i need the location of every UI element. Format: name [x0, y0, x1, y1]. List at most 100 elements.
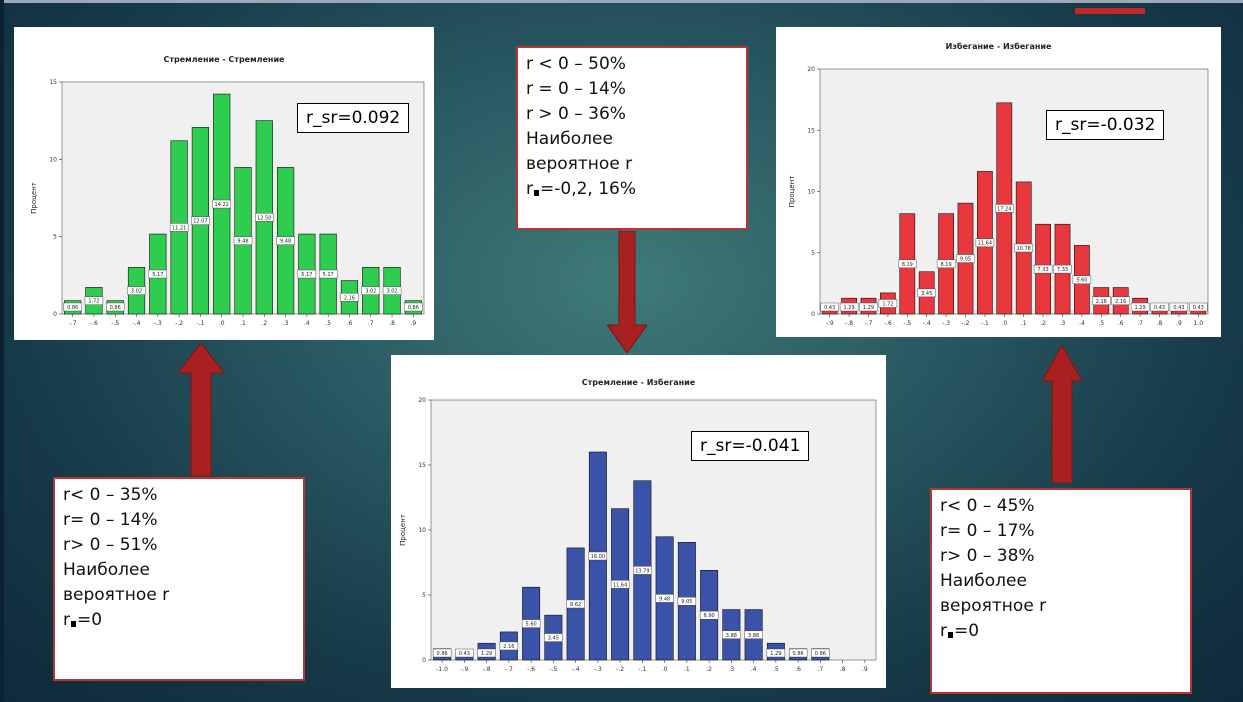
data-label-box	[499, 641, 519, 651]
info-line: вероятное r	[526, 154, 633, 174]
y-tick-label: 10	[807, 189, 815, 196]
r-sr-label: r_sr=0.092	[297, 103, 410, 133]
info-line: r> 0 – 38%	[940, 546, 1035, 566]
data-label-box	[1150, 302, 1169, 312]
info-box-bottom-left: r< 0 – 35% r= 0 – 14% r> 0 – 51% Наиболе…	[53, 477, 305, 681]
x-tick-label: -.3	[594, 666, 602, 673]
x-tick-label: -.6	[527, 666, 535, 673]
data-label-box	[544, 633, 563, 642]
chart-title: Стремление - Избегание	[582, 377, 696, 387]
data-label-box	[276, 236, 295, 245]
data-label-box	[566, 599, 585, 609]
data-label: 3.45	[548, 636, 559, 642]
data-label: 17.24	[997, 206, 1011, 212]
x-tick-label: .1	[240, 320, 246, 327]
data-label: 9.05	[681, 599, 692, 605]
x-tick-label: -.8	[845, 320, 853, 327]
chart-avoidance-avoidance: Избегание - Избегание Процент 0 5 10 15 20 0.43…	[788, 41, 1209, 327]
data-label-box	[898, 259, 917, 269]
data-label: 9.48	[280, 239, 291, 245]
top-border-line	[0, 0, 1243, 3]
data-label: 10.78	[1017, 246, 1031, 252]
y-tick-label: 10	[418, 527, 426, 534]
data-label-box	[1111, 296, 1130, 305]
data-label-box	[1033, 264, 1053, 274]
subscript-marker	[948, 632, 953, 638]
data-label: 8.62	[570, 602, 581, 608]
data-label: 5.17	[323, 272, 334, 278]
info-line: r > 0 – 36%	[526, 104, 626, 124]
data-label: 1.29	[863, 305, 874, 311]
chart-title: Избегание - Избегание	[946, 41, 1052, 51]
data-label-box	[917, 288, 936, 298]
data-label-box	[404, 302, 423, 312]
x-tick-label: .6	[1118, 320, 1124, 327]
data-label-box	[956, 254, 975, 263]
y-tick-label: 20	[807, 66, 815, 73]
data-label: 7.33	[1057, 267, 1068, 273]
x-tick-label: .4	[751, 666, 757, 673]
x-tick-label: .9	[410, 320, 416, 327]
data-label: 0.86	[793, 651, 804, 657]
data-label-box	[477, 648, 496, 658]
y-tick-label: 0	[53, 311, 57, 318]
data-label: 5.17	[152, 272, 163, 278]
chart-panel-avoidance-avoidance: Избегание - Избегание Процент 0 5 10 15 20 0.43…	[776, 27, 1221, 337]
data-label-box	[975, 238, 995, 247]
data-label: 0.43	[1154, 305, 1165, 311]
data-label-box	[191, 216, 210, 225]
arrow-up-left	[178, 343, 224, 476]
y-tick-label: 0	[811, 311, 815, 318]
plot-area	[819, 68, 1209, 315]
data-label-box	[148, 269, 168, 279]
data-label-box	[318, 269, 338, 279]
data-label: 3.88	[726, 633, 737, 639]
x-tick-label: .5	[1098, 320, 1104, 327]
data-label-box	[106, 302, 125, 312]
r-sr-label: r_sr=-0.032	[1046, 110, 1165, 140]
x-tick-label: .6	[795, 666, 801, 673]
x-tick-label: .2	[1040, 320, 1046, 327]
data-label: 1.72	[882, 301, 893, 307]
data-label: 14.22	[215, 202, 229, 208]
data-label: 2.16	[344, 295, 355, 301]
data-label-box	[255, 213, 274, 222]
data-label-box	[820, 302, 839, 312]
x-tick-label: -.9	[460, 666, 468, 673]
data-label-box	[361, 286, 380, 295]
x-tick-label: -.4	[133, 320, 141, 327]
r-symbol: r	[940, 621, 947, 641]
x-tick-label: -.7	[865, 320, 873, 327]
x-tick-label: .8	[1157, 320, 1163, 327]
y-tick-label: 15	[807, 127, 815, 134]
data-label: 0.86	[408, 305, 419, 311]
data-label: 6.90	[704, 613, 715, 619]
info-line: r= 0 – 17%	[940, 521, 1035, 541]
data-label: 16.00	[591, 554, 605, 560]
data-label: 0.86	[67, 305, 78, 311]
data-label-box	[788, 648, 808, 658]
data-label: 1.29	[844, 305, 855, 311]
data-label-box	[1189, 302, 1208, 312]
info-line-last: r =0	[63, 608, 295, 633]
chart-striving-striving: Стремление - Стремление Процент 0 5 10 15 0.86…	[30, 55, 425, 327]
y-tick-label: 20	[418, 397, 426, 404]
y-tick-label: 10	[49, 156, 57, 163]
data-label-box	[63, 302, 82, 312]
data-label-box	[610, 580, 630, 589]
data-label-box	[677, 596, 697, 606]
data-label: 13.79	[635, 568, 649, 574]
x-tick-label: -.3	[942, 320, 950, 327]
data-label-box	[766, 648, 786, 658]
data-label-box	[995, 204, 1014, 213]
data-label: 12.07	[193, 219, 207, 225]
x-tick-label: -.2	[962, 320, 970, 327]
data-label: 5.60	[1076, 278, 1087, 284]
x-tick-label: .9	[862, 666, 868, 673]
data-label: 0.43	[1193, 305, 1204, 311]
data-label-box	[1169, 302, 1189, 312]
data-label: 11.21	[172, 225, 186, 231]
y-axis-label: Процент	[399, 514, 407, 546]
info-line-last: r =-0,2, 16%	[526, 177, 738, 202]
data-label-box	[340, 293, 359, 302]
